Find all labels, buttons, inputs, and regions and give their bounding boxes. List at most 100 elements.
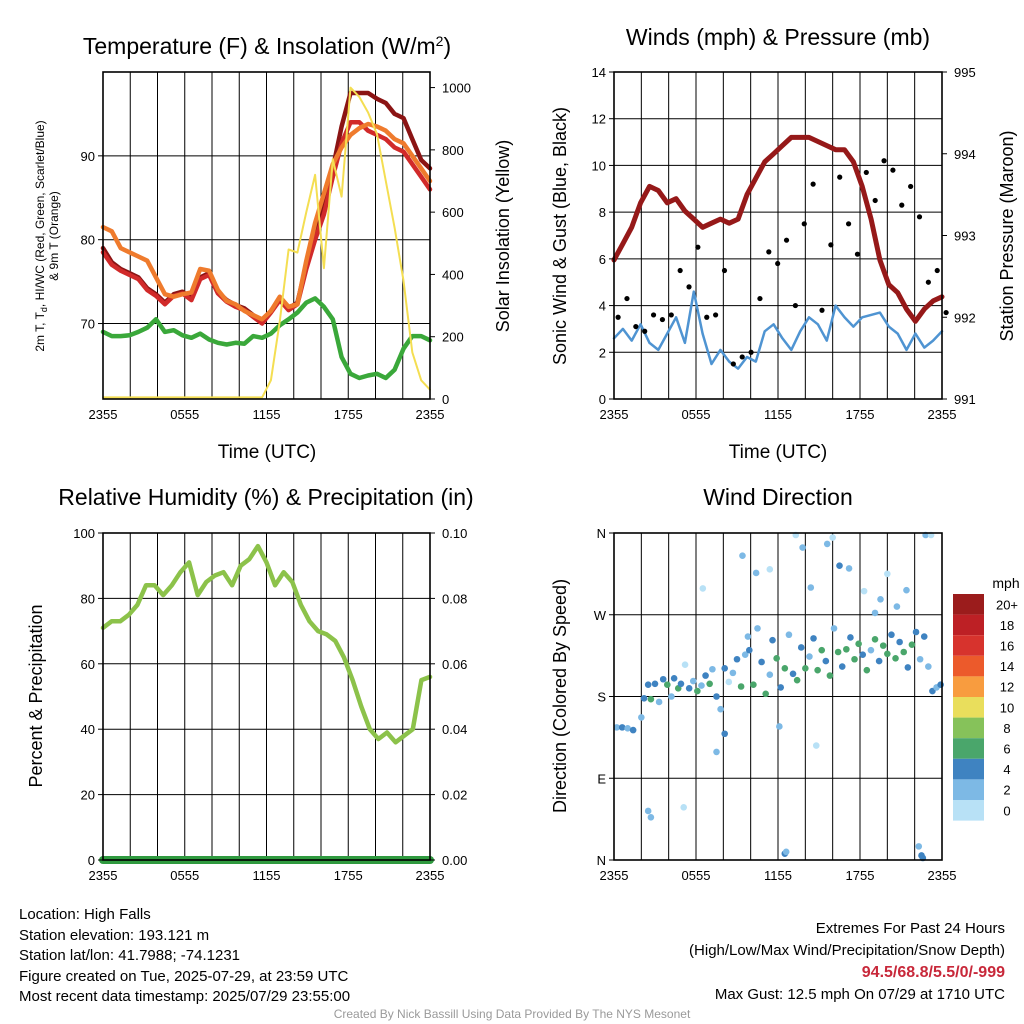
y2-tick-label: 200 <box>442 330 464 345</box>
y-tick-label: 20 <box>81 788 95 803</box>
gust-point <box>713 312 719 318</box>
direction-point <box>685 685 693 692</box>
direction-point <box>904 664 912 671</box>
winds-grid <box>613 71 943 400</box>
y2-tick-label: 0 <box>442 392 449 407</box>
direction-point <box>799 544 806 551</box>
colorbar-label: 12 <box>1000 680 1014 695</box>
gust-point <box>854 251 861 257</box>
direction-point <box>668 693 675 700</box>
extremes-title: Extremes For Past 24 Hours <box>815 920 1005 937</box>
direction-point <box>893 603 901 610</box>
direction-points <box>613 531 944 862</box>
direction-point <box>762 690 769 698</box>
gust-point <box>925 279 931 285</box>
y2-tick-label: 0.08 <box>442 591 467 606</box>
y-tick-label: 8 <box>599 205 606 220</box>
colorbar-label: 2 <box>1003 783 1010 798</box>
direction-point <box>860 587 868 595</box>
credit-line: Created By Nick Bassill Using Data Provi… <box>333 1007 691 1021</box>
gust-point <box>721 267 728 274</box>
direction-point <box>925 663 932 670</box>
direction-point <box>613 724 621 731</box>
colorbar-label: 20+ <box>996 597 1018 612</box>
direction-point <box>829 534 836 541</box>
direction-point <box>912 628 920 636</box>
humidity-plot-frame <box>102 532 431 861</box>
direction-point <box>807 584 815 591</box>
x-tick-label: 0555 <box>682 407 711 422</box>
gust-point <box>650 312 657 318</box>
y-tick-label: 100 <box>73 526 95 541</box>
direction-point <box>888 631 895 639</box>
latest-timestamp: Most recent data timestamp: 2025/07/29 2… <box>19 988 351 1005</box>
direction-point <box>629 726 637 734</box>
direction-left-axis-label: Direction (Colored By Speed) <box>550 579 570 813</box>
figure-created: Figure created on Tue, 2025-07-29, at 23… <box>19 967 349 985</box>
gust-point <box>899 202 905 208</box>
temperature-plot-frame <box>102 71 431 400</box>
x-tick-label: 0555 <box>170 868 199 883</box>
gust-point <box>934 267 940 274</box>
winds-series <box>611 134 949 370</box>
x-tick-label: 1755 <box>334 868 363 883</box>
series-9m-t <box>100 121 433 322</box>
direction-point <box>776 723 783 730</box>
temperature-panel-title: Temperature (F) & Insolation (W/m2) <box>83 33 451 59</box>
direction-point <box>793 676 801 684</box>
colorbar-swatch <box>953 717 984 739</box>
direction-point <box>721 730 728 738</box>
direction-point <box>744 633 752 640</box>
y-tick-label: N <box>597 526 606 541</box>
direction-point <box>782 848 790 856</box>
gust-point <box>695 244 701 250</box>
temperature-right-axis-label: Solar Insolation (Yellow) <box>493 140 513 332</box>
direction-point <box>698 682 705 689</box>
humidity-ticks: 2355 0555 1155 1755 23550204060801000.000.02… <box>73 526 467 883</box>
gust-point <box>748 349 754 355</box>
gust-point <box>890 167 896 173</box>
gust-point <box>837 174 843 180</box>
direction-point <box>781 665 789 672</box>
direction-point <box>871 635 879 643</box>
gust-point <box>757 295 763 302</box>
direction-point <box>900 648 908 656</box>
direction-point <box>871 609 879 617</box>
y-tick-label: 10 <box>592 158 606 173</box>
colorbar-swatch <box>953 697 984 718</box>
direction-point <box>713 748 720 756</box>
x-tick-label: 1155 <box>764 868 792 883</box>
direction-point <box>713 693 720 700</box>
series-sonic-wind <box>612 290 944 370</box>
direction-point <box>750 681 757 688</box>
direction-point <box>777 684 785 691</box>
y-tick-label: 80 <box>81 233 95 248</box>
direction-point <box>624 724 631 732</box>
y-tick-label: 2 <box>599 345 606 360</box>
station-latlon: Station lat/lon: 41.7988; -74.1231 <box>19 947 241 964</box>
direction-point <box>802 665 809 672</box>
speed-colorbar: 20+ 18 16 14 12 10 8 6 4 2 0 <box>953 594 1018 821</box>
gust-point <box>775 260 781 267</box>
direction-point <box>830 625 838 632</box>
colorbar-label: 0 <box>1003 803 1010 818</box>
gust-point <box>739 354 745 360</box>
y-tick-label: 80 <box>81 591 95 606</box>
winds-right-axis-label: Station Pressure (Maroon) <box>997 130 1017 341</box>
gust-point <box>730 361 736 367</box>
direction-point <box>729 669 737 677</box>
series-station-pressure <box>611 134 945 324</box>
gust-point <box>668 312 674 318</box>
gust-point <box>881 158 887 164</box>
y-tick-label: 0 <box>88 853 95 868</box>
direction-point <box>737 683 745 690</box>
temperature-ticks: 2355 0555 1155 1755 2355 70 80 90 0 200 400 600 800 1… <box>81 81 471 422</box>
gust-point <box>872 197 878 204</box>
gust-point <box>633 323 639 330</box>
y2-tick-label: 0.02 <box>442 788 467 803</box>
colorbar-swatch <box>953 635 984 656</box>
direction-point <box>618 724 626 731</box>
y2-tick-label: 1000 <box>442 81 471 96</box>
